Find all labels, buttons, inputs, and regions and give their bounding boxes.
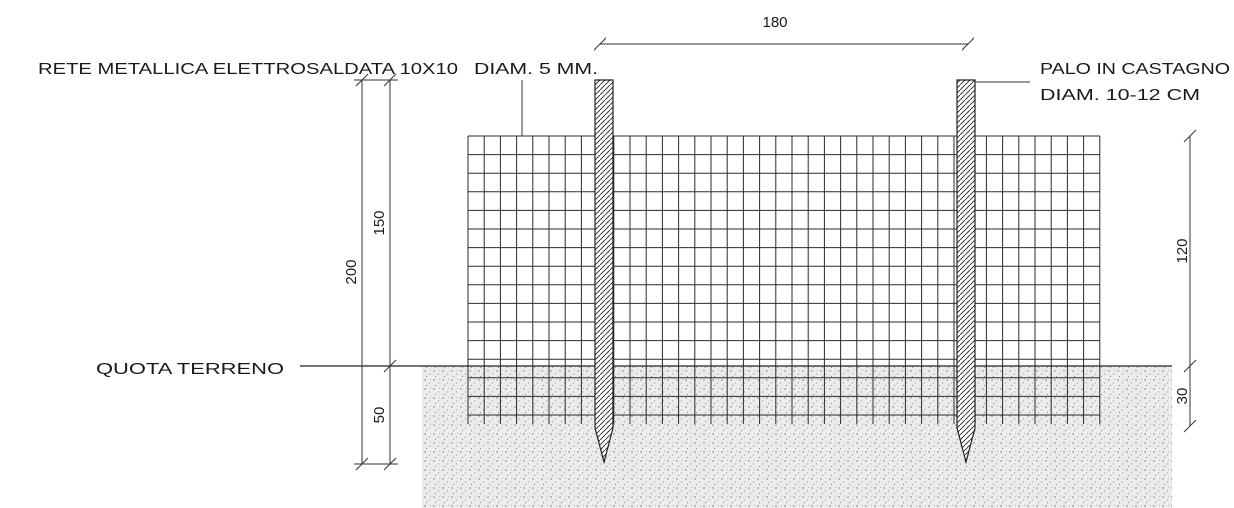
dim-mesh-below-label: 30 [1174, 388, 1191, 405]
chestnut-post-left [594, 79, 614, 465]
dim-mesh-above-label: 120 [1174, 238, 1191, 263]
dim-above-ground-label: 150 [371, 210, 388, 235]
dim-post-spacing-label: 180 [762, 14, 787, 31]
dim-left-vertical [354, 73, 398, 471]
dim-total-height-label: 200 [343, 259, 360, 284]
dim-post-spacing [593, 37, 975, 51]
mesh-label: RETE METALLICA ELETTROSALDATA 10X10 [38, 61, 458, 78]
dim-right-vertical [1183, 129, 1197, 433]
post-label-line2: DIAM. 10-12 CM [1040, 87, 1200, 104]
chestnut-post-right [956, 79, 976, 465]
wire-mesh [467, 135, 1101, 424]
dim-below-ground-label: 50 [371, 407, 388, 424]
post-label-line1: PALO IN CASTAGNO [1040, 61, 1230, 78]
soil-area [422, 366, 1172, 508]
wire-diameter-label: DIAM. 5 MM. [474, 61, 598, 78]
ground-label: QUOTA TERRENO [96, 361, 284, 378]
